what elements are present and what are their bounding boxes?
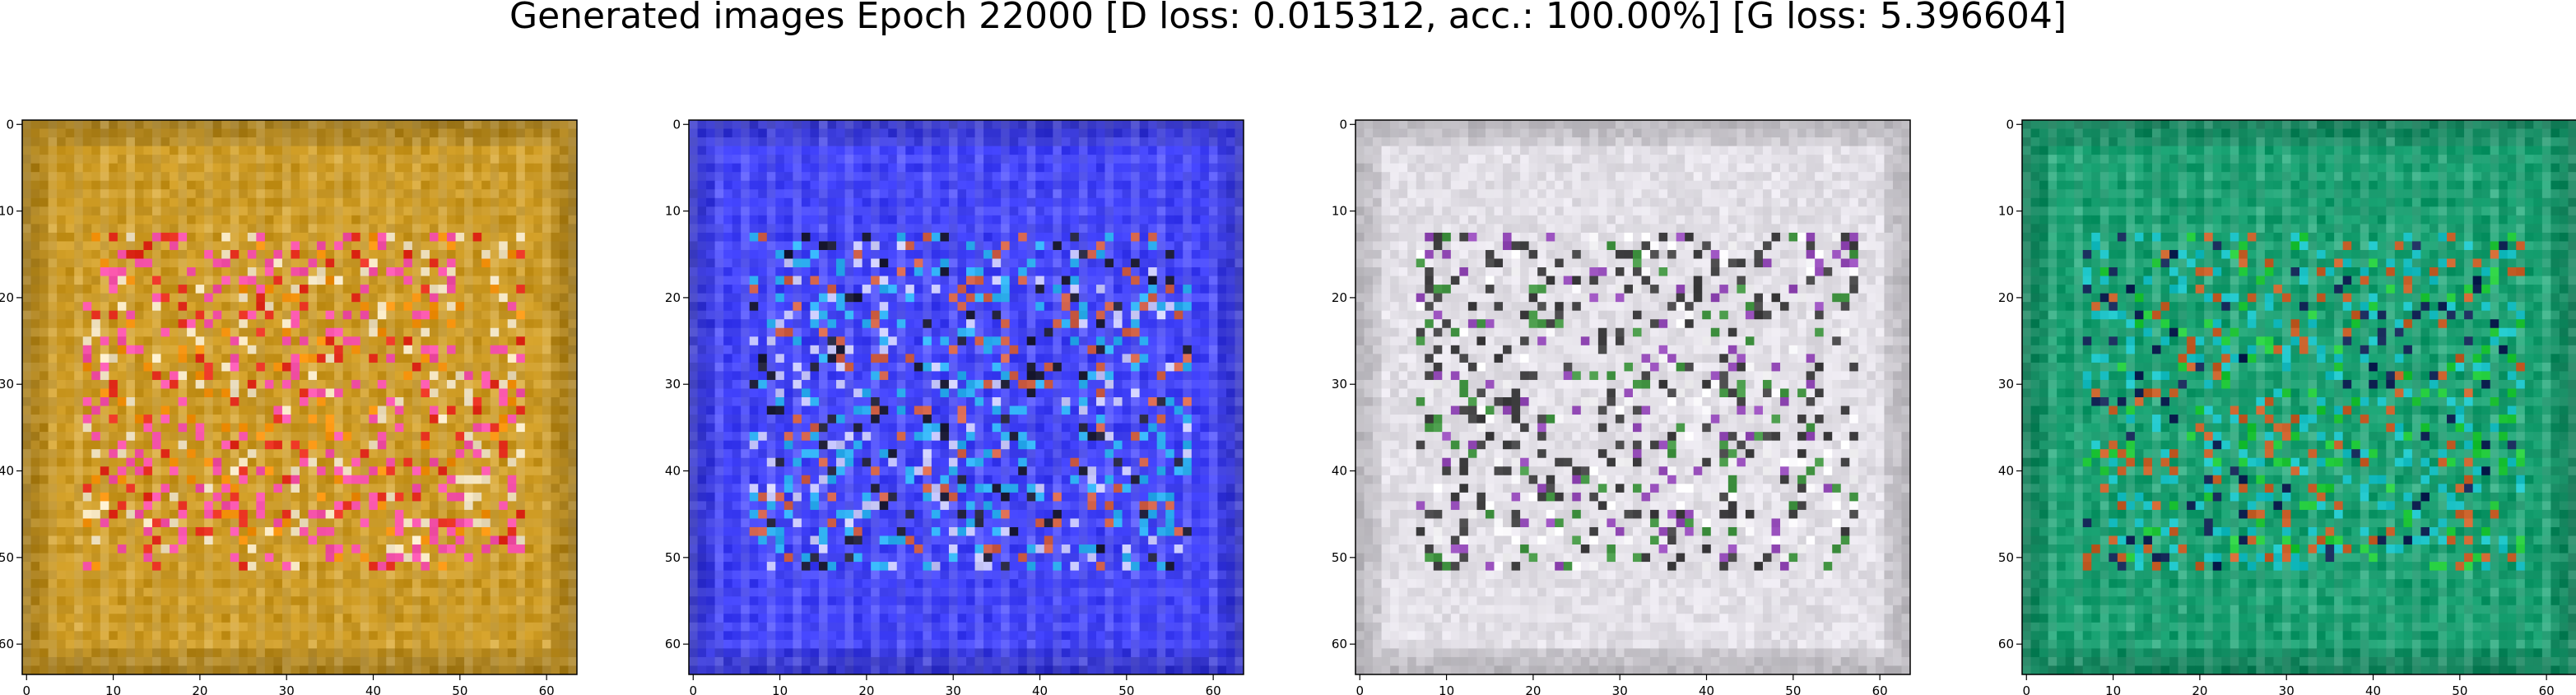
generated-image-4-y-tick-label: 30 [1998, 377, 2014, 392]
generated-image-4-x-tick-label: 60 [2539, 683, 2555, 695]
generated-image-3-y-tick-label: 0 [1339, 117, 1347, 132]
generated-image-2-x-tick-label: 0 [689, 683, 697, 695]
generated-image-2-x-tick-label: 40 [1032, 683, 1048, 695]
generated-image-3-y-tick-label: 30 [1332, 377, 1347, 392]
generated-image-2-y-tick-label: 10 [665, 204, 681, 219]
generated-image-2-x-tick-label: 60 [1206, 683, 1221, 695]
figure-title: Generated images Epoch 22000 [D loss: 0.… [509, 0, 2067, 37]
generated-image-1-y-tick-label: 20 [0, 290, 14, 305]
generated-image-4-y-tick-label: 10 [1998, 204, 2014, 219]
generated-image-4-x-tick-label: 40 [2365, 683, 2381, 695]
generated-image-2-y-tick-label: 20 [665, 290, 681, 305]
generated-image-4-x-tick-label: 50 [2452, 683, 2467, 695]
generated-image-2-pixels [689, 120, 1244, 675]
generated-image-2: 0 10 20 30 40 50 60 0 10 20 30 40 50 60 [665, 117, 1244, 695]
generated-image-4-y-tick-label: 40 [1998, 464, 2014, 479]
generated-image-1: 0 10 20 30 40 50 60 0 10 20 30 40 50 60 [0, 117, 578, 695]
generated-image-1-x-tick-label: 20 [192, 683, 207, 695]
generated-image-2-y-tick-label: 0 [672, 117, 681, 132]
generated-image-3-y-tick-label: 20 [1332, 290, 1347, 305]
generated-image-1-x-tick-label: 30 [279, 683, 295, 695]
generated-image-3-axes-frame [1355, 119, 1911, 675]
generated-image-1-x-tick-label: 60 [539, 683, 555, 695]
generated-image-4-y-tick-label: 0 [2006, 117, 2014, 132]
generated-image-3-y-tick-label: 50 [1332, 550, 1347, 565]
generated-image-4-x-tick-label: 0 [2022, 683, 2030, 695]
generated-image-4-x-tick-label: 10 [2105, 683, 2121, 695]
generated-image-1-y-tick-label: 0 [6, 117, 14, 132]
generated-image-3-x-tick-label: 50 [1785, 683, 1801, 695]
generated-image-2-y-tick-label: 30 [665, 377, 681, 392]
generated-image-4-x-tick-label: 20 [2192, 683, 2207, 695]
generated-image-4-y-tick-label: 60 [1998, 637, 2014, 651]
generated-image-3-x-tick-label: 0 [1355, 683, 1364, 695]
generated-image-3-x-tick-label: 20 [1525, 683, 1541, 695]
generated-image-1-x-tick-label: 40 [365, 683, 381, 695]
generated-image-2-x-tick-label: 10 [772, 683, 788, 695]
generated-image-3-x-tick-label: 60 [1872, 683, 1888, 695]
generated-image-3-y-tick-label: 60 [1332, 637, 1347, 651]
generated-image-1-x-tick-label: 50 [452, 683, 467, 695]
generated-image-1-axes-frame [21, 119, 578, 675]
generated-image-1-y-tick-label: 40 [0, 464, 14, 479]
generated-image-3-y-tick-label: 40 [1332, 464, 1347, 479]
generated-image-2-x-tick-label: 30 [946, 683, 961, 695]
generated-image-3-y-tick-label: 10 [1332, 204, 1347, 219]
generated-image-3-x-tick-label: 10 [1439, 683, 1454, 695]
generated-image-3: 0 10 20 30 40 50 60 0 10 20 30 40 50 60 [1332, 117, 1911, 695]
generated-image-1-y-tick-label: 50 [0, 550, 14, 565]
generated-image-1-y-tick-label: 10 [0, 204, 14, 219]
generated-image-2-axes-frame [688, 119, 1244, 675]
generated-image-2-x-tick-label: 20 [858, 683, 874, 695]
generated-image-4-y-tick-label: 50 [1998, 550, 2014, 565]
generated-image-1-pixels [22, 120, 578, 675]
generated-image-4-y-tick-label: 20 [1998, 290, 2014, 305]
generated-image-3-x-tick-label: 30 [1612, 683, 1628, 695]
generated-image-3-x-tick-label: 40 [1699, 683, 1714, 695]
generated-image-1-y-tick-label: 60 [0, 637, 14, 651]
generated-image-4: 0 10 20 30 40 50 60 0 10 20 30 40 50 60 [1998, 117, 2576, 695]
generated-image-2-y-tick-label: 50 [665, 550, 681, 565]
generated-image-2-y-tick-label: 60 [665, 637, 681, 651]
generated-image-4-pixels [2022, 120, 2576, 675]
generated-image-2-y-tick-label: 40 [665, 464, 681, 479]
generated-image-4-x-tick-label: 30 [2279, 683, 2295, 695]
generated-image-3-pixels [1355, 120, 1911, 675]
generated-image-1-y-tick-label: 30 [0, 377, 14, 392]
generated-image-2-x-tick-label: 50 [1118, 683, 1134, 695]
generated-image-4-axes-frame [2021, 119, 2576, 675]
generated-image-1-x-tick-label: 10 [105, 683, 121, 695]
generated-image-1-x-tick-label: 0 [22, 683, 30, 695]
